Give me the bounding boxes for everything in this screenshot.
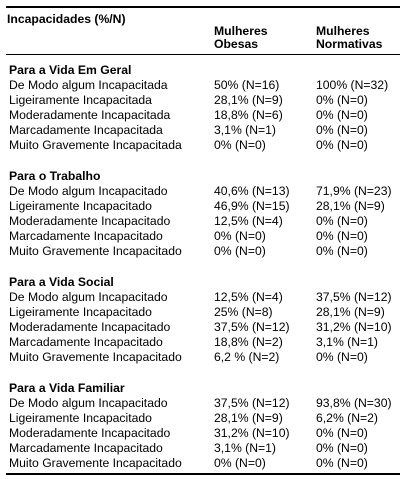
table-row: Moderadamente Incapacitada 18,8% (N=6) 0% … bbox=[6, 108, 400, 123]
normative-value: 0% (N=0) bbox=[316, 138, 368, 152]
table-row: Ligeiramente Incapacitado 28,1% (N=9) 6,2%… bbox=[6, 411, 400, 426]
obese-value: 0% (N=0) bbox=[214, 456, 266, 470]
table-body: Para a Vida Em Geral De Modo algum Incapa… bbox=[6, 63, 400, 473]
normative-value: 0% (N=0) bbox=[316, 244, 368, 258]
table-row: De Modo algum Incapacitado 40,6% (N=13) 71… bbox=[6, 184, 400, 199]
row-label: Muito Gravemente Incapacitado bbox=[9, 350, 182, 364]
table-section: Para a Vida Em Geral De Modo algum Incapa… bbox=[6, 63, 400, 153]
row-label: Moderadamente Incapacitada bbox=[9, 108, 171, 122]
normative-value: 0% (N=0) bbox=[316, 426, 368, 440]
table-row: Ligeiramente Incapacitado 46,9% (N=15) 28,… bbox=[6, 199, 400, 214]
normative-value: 6,2% (N=2) bbox=[316, 411, 378, 425]
normative-value: 37,5% (N=12) bbox=[316, 290, 392, 304]
table-row: Moderadamente Incapacitado 12,5% (N=4) 0% … bbox=[6, 214, 400, 229]
table-row: Muito Gravemente Incapacitado 0% (N=0) 0% … bbox=[6, 456, 400, 471]
row-label: Marcadamente Incapacitado bbox=[9, 335, 163, 349]
row-label: Ligeiramente Incapacitado bbox=[9, 305, 152, 319]
column-header-obese-line1: Mulheres bbox=[214, 24, 268, 38]
table-row: Moderadamente Incapacitado 31,2% (N=10) 0%… bbox=[6, 426, 400, 441]
row-label: Marcadamente Incapacitada bbox=[9, 123, 163, 137]
row-label: Muito Gravemente Incapacitado bbox=[9, 244, 182, 258]
obese-value: 50% (N=16) bbox=[214, 78, 280, 92]
row-label: Marcadamente Incapacitado bbox=[9, 441, 163, 455]
obese-value: 28,1% (N=9) bbox=[214, 93, 283, 107]
section-title: Para a Vida Familiar bbox=[9, 381, 125, 395]
obese-value: 40,6% (N=13) bbox=[214, 184, 290, 198]
table-row: De Modo algum Incapacitada 50% (N=16) 100%… bbox=[6, 78, 400, 93]
table-row: Marcadamente Incapacitado 18,8% (N=2) 3,1%… bbox=[6, 335, 400, 350]
obese-value: 12,5% (N=4) bbox=[214, 214, 283, 228]
normative-value: 28,1% (N=9) bbox=[316, 199, 385, 213]
table-row: Ligeiramente Incapacitada 28,1% (N=9) 0% (… bbox=[6, 93, 400, 108]
normative-value: 28,1% (N=9) bbox=[316, 305, 385, 319]
normative-value: 0% (N=0) bbox=[316, 441, 368, 455]
table-header: Incapacidades (%/N) Mulheres Obesas Mulh… bbox=[6, 8, 400, 55]
column-header-obese-line2: Obesas bbox=[214, 37, 259, 51]
table-section: Para a Vida Familiar De Modo algum Incapa… bbox=[6, 381, 400, 471]
table-row: Muito Gravemente Incapacitada 0% (N=0) 0% … bbox=[6, 138, 400, 153]
column-header-obese: Mulheres Obesas bbox=[214, 25, 268, 51]
table-section: Para o Trabalho De Modo algum Incapacitad… bbox=[6, 169, 400, 259]
section-title: Para a Vida Social bbox=[9, 275, 114, 289]
section-title: Para a Vida Em Geral bbox=[9, 63, 132, 77]
table-row: De Modo algum Incapacitado 37,5% (N=12) 93… bbox=[6, 396, 400, 411]
obese-value: 37,5% (N=12) bbox=[214, 396, 290, 410]
row-label: Muito Gravemente Incapacitado bbox=[9, 456, 182, 470]
table-row: Marcadamente Incapacitada 3,1% (N=1) 0% (N… bbox=[6, 123, 400, 138]
row-label: Ligeiramente Incapacitado bbox=[9, 411, 152, 425]
table-row: Moderadamente Incapacitado 37,5% (N=12) 31… bbox=[6, 320, 400, 335]
normative-value: 0% (N=0) bbox=[316, 123, 368, 137]
column-header-normative-line2: Normativas bbox=[316, 37, 383, 51]
obese-value: 6,2 % (N=2) bbox=[214, 350, 280, 364]
section-title: Para o Trabalho bbox=[9, 169, 101, 183]
obese-value: 0% (N=0) bbox=[214, 229, 266, 243]
normative-value: 31,2% (N=10) bbox=[316, 320, 392, 334]
table-section: Para a Vida Social De Modo algum Incapaci… bbox=[6, 275, 400, 365]
row-label: De Modo algum Incapacitado bbox=[9, 396, 168, 410]
table-row: Muito Gravemente Incapacitado 6,2 % (N=2)… bbox=[6, 350, 400, 365]
row-label: Moderadamente Incapacitado bbox=[9, 426, 171, 440]
normative-value: 0% (N=0) bbox=[316, 229, 368, 243]
row-label: Marcadamente Incapacitado bbox=[9, 229, 163, 243]
obese-value: 0% (N=0) bbox=[214, 244, 266, 258]
row-label: De Modo algum Incapacitado bbox=[9, 290, 168, 304]
normative-value: 0% (N=0) bbox=[316, 456, 368, 470]
obese-value: 12,5% (N=4) bbox=[214, 290, 283, 304]
table-row: Ligeiramente Incapacitado 25% (N=8) 28,1% … bbox=[6, 305, 400, 320]
obese-value: 31,2% (N=10) bbox=[214, 426, 290, 440]
obese-value: 37,5% (N=12) bbox=[214, 320, 290, 334]
obese-value: 18,8% (N=6) bbox=[214, 108, 283, 122]
obese-value: 3,1% (N=1) bbox=[214, 441, 276, 455]
column-header-normative: Mulheres Normativas bbox=[316, 25, 382, 51]
table-row: Muito Gravemente Incapacitado 0% (N=0) 0% … bbox=[6, 244, 400, 259]
row-label: Muito Gravemente Incapacitada bbox=[9, 138, 182, 152]
obese-value: 0% (N=0) bbox=[214, 138, 266, 152]
normative-value: 71,9% (N=23) bbox=[316, 184, 392, 198]
row-label: Moderadamente Incapacitado bbox=[9, 320, 171, 334]
row-label: Moderadamente Incapacitado bbox=[9, 214, 171, 228]
table-row: De Modo algum Incapacitado 12,5% (N=4) 37,… bbox=[6, 290, 400, 305]
normative-value: 100% (N=32) bbox=[316, 78, 389, 92]
table-row: Marcadamente Incapacitado 0% (N=0) 0% (N=0… bbox=[6, 229, 400, 244]
row-label: Ligeiramente Incapacitada bbox=[9, 93, 152, 107]
normative-value: 0% (N=0) bbox=[316, 214, 368, 228]
table-title: Incapacidades (%/N) bbox=[7, 12, 126, 26]
row-label: De Modo algum Incapacitada bbox=[9, 78, 168, 92]
row-label: Ligeiramente Incapacitado bbox=[9, 199, 152, 213]
obese-value: 3,1% (N=1) bbox=[214, 123, 276, 137]
obese-value: 25% (N=8) bbox=[214, 305, 273, 319]
column-header-normative-line1: Mulheres bbox=[316, 24, 370, 38]
obese-value: 18,8% (N=2) bbox=[214, 335, 283, 349]
table-row: Marcadamente Incapacitado 3,1% (N=1) 0% (N… bbox=[6, 441, 400, 456]
normative-value: 0% (N=0) bbox=[316, 108, 368, 122]
normative-value: 0% (N=0) bbox=[316, 350, 368, 364]
row-label: De Modo algum Incapacitado bbox=[9, 184, 168, 198]
incapacity-table: Incapacidades (%/N) Mulheres Obesas Mulh… bbox=[6, 6, 400, 475]
normative-value: 93,8% (N=30) bbox=[316, 396, 392, 410]
normative-value: 3,1% (N=1) bbox=[316, 335, 378, 349]
obese-value: 28,1% (N=9) bbox=[214, 411, 283, 425]
obese-value: 46,9% (N=15) bbox=[214, 199, 290, 213]
normative-value: 0% (N=0) bbox=[316, 93, 368, 107]
